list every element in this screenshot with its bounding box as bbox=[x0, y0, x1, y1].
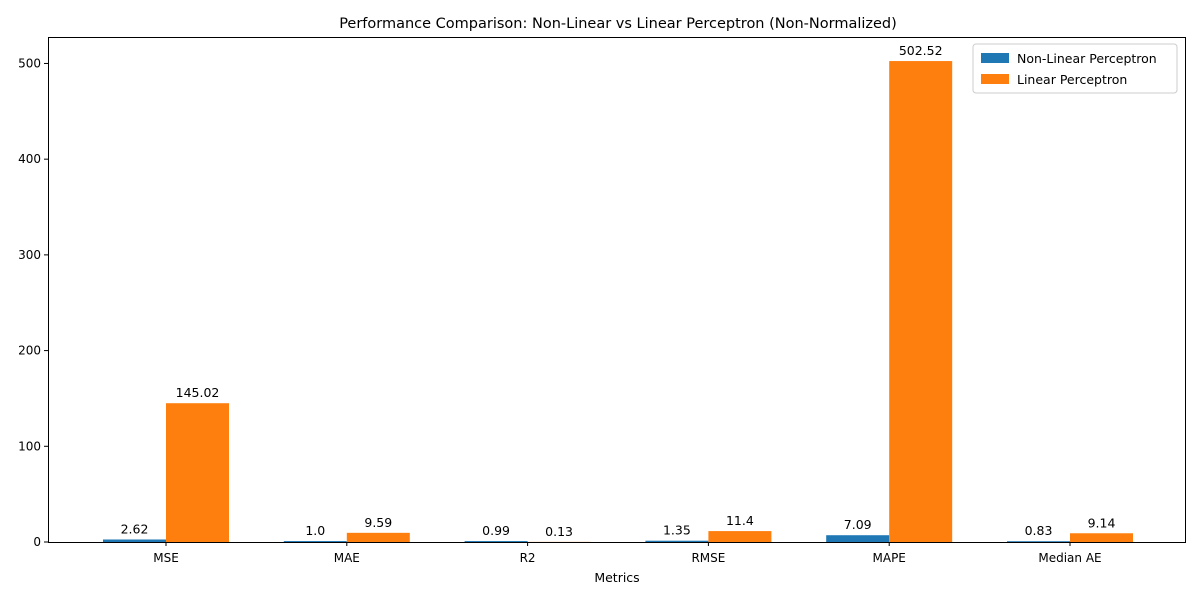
x-tick-label: MSE bbox=[153, 551, 179, 565]
y-tick-label: 100 bbox=[18, 439, 41, 453]
x-axis: MSE MAE R2 RMSE MAPE Median AE bbox=[153, 542, 1102, 565]
legend-box bbox=[972, 43, 1178, 94]
data-label: 502.52 bbox=[899, 43, 943, 58]
data-label: 1.0 bbox=[305, 523, 325, 538]
data-label: 145.02 bbox=[176, 385, 220, 400]
bar-mape-series-2 bbox=[889, 61, 953, 542]
bar-labels-layer: 2.62 1.0 0.99 1.35 7.09 0.83 145.02 9.59 0.13 11.… bbox=[121, 43, 1116, 539]
bar-mape-series-1 bbox=[826, 535, 890, 542]
bar-mse-series-1 bbox=[103, 539, 166, 542]
bar-mae-series-2 bbox=[346, 532, 410, 542]
legend-swatch bbox=[981, 74, 1009, 84]
legend-swatch bbox=[981, 53, 1009, 63]
legend: Non-Linear Perceptron Linear Perceptron bbox=[972, 43, 1178, 94]
x-tick-label: MAE bbox=[334, 551, 360, 565]
x-tick-label: MAPE bbox=[873, 551, 906, 565]
y-tick-label: 200 bbox=[18, 344, 41, 358]
data-label: 7.09 bbox=[844, 517, 872, 532]
legend-label: Non-Linear Perceptron bbox=[1017, 51, 1157, 66]
y-tick-label: 300 bbox=[18, 248, 41, 262]
y-tick-label: 400 bbox=[18, 152, 41, 166]
bar-r2-series-1 bbox=[464, 541, 528, 542]
data-label: 0.13 bbox=[545, 524, 573, 539]
bar-median-ae-series-1 bbox=[1007, 541, 1070, 542]
data-label: 2.62 bbox=[121, 521, 149, 536]
chart-title: Performance Comparison: Non-Linear vs Li… bbox=[339, 16, 897, 32]
bar-mae-series-1 bbox=[283, 541, 347, 542]
bar-median-ae-series-2 bbox=[1070, 533, 1133, 542]
bar-mse-series-2 bbox=[166, 403, 229, 542]
x-tick-label: RMSE bbox=[691, 551, 725, 565]
y-tick-label: 500 bbox=[18, 56, 41, 70]
data-label: 0.99 bbox=[482, 523, 510, 538]
data-label: 1.35 bbox=[663, 523, 691, 538]
bar-rmse-series-2 bbox=[708, 531, 772, 542]
data-label: 9.59 bbox=[364, 515, 392, 530]
legend-label: Linear Perceptron bbox=[1017, 72, 1127, 87]
data-label: 11.4 bbox=[726, 513, 754, 528]
y-tick-label: 0 bbox=[33, 535, 41, 549]
x-tick-label: Median AE bbox=[1038, 551, 1101, 565]
y-axis: 0 100 200 300 400 500 bbox=[18, 56, 48, 549]
bars-layer bbox=[103, 61, 1133, 542]
x-tick-label: R2 bbox=[520, 551, 536, 565]
plot-frame bbox=[48, 37, 1186, 543]
x-axis-title: Metrics bbox=[594, 570, 639, 585]
bar-rmse-series-1 bbox=[645, 540, 709, 542]
data-label: 0.83 bbox=[1025, 523, 1053, 538]
data-label: 9.14 bbox=[1088, 515, 1116, 530]
